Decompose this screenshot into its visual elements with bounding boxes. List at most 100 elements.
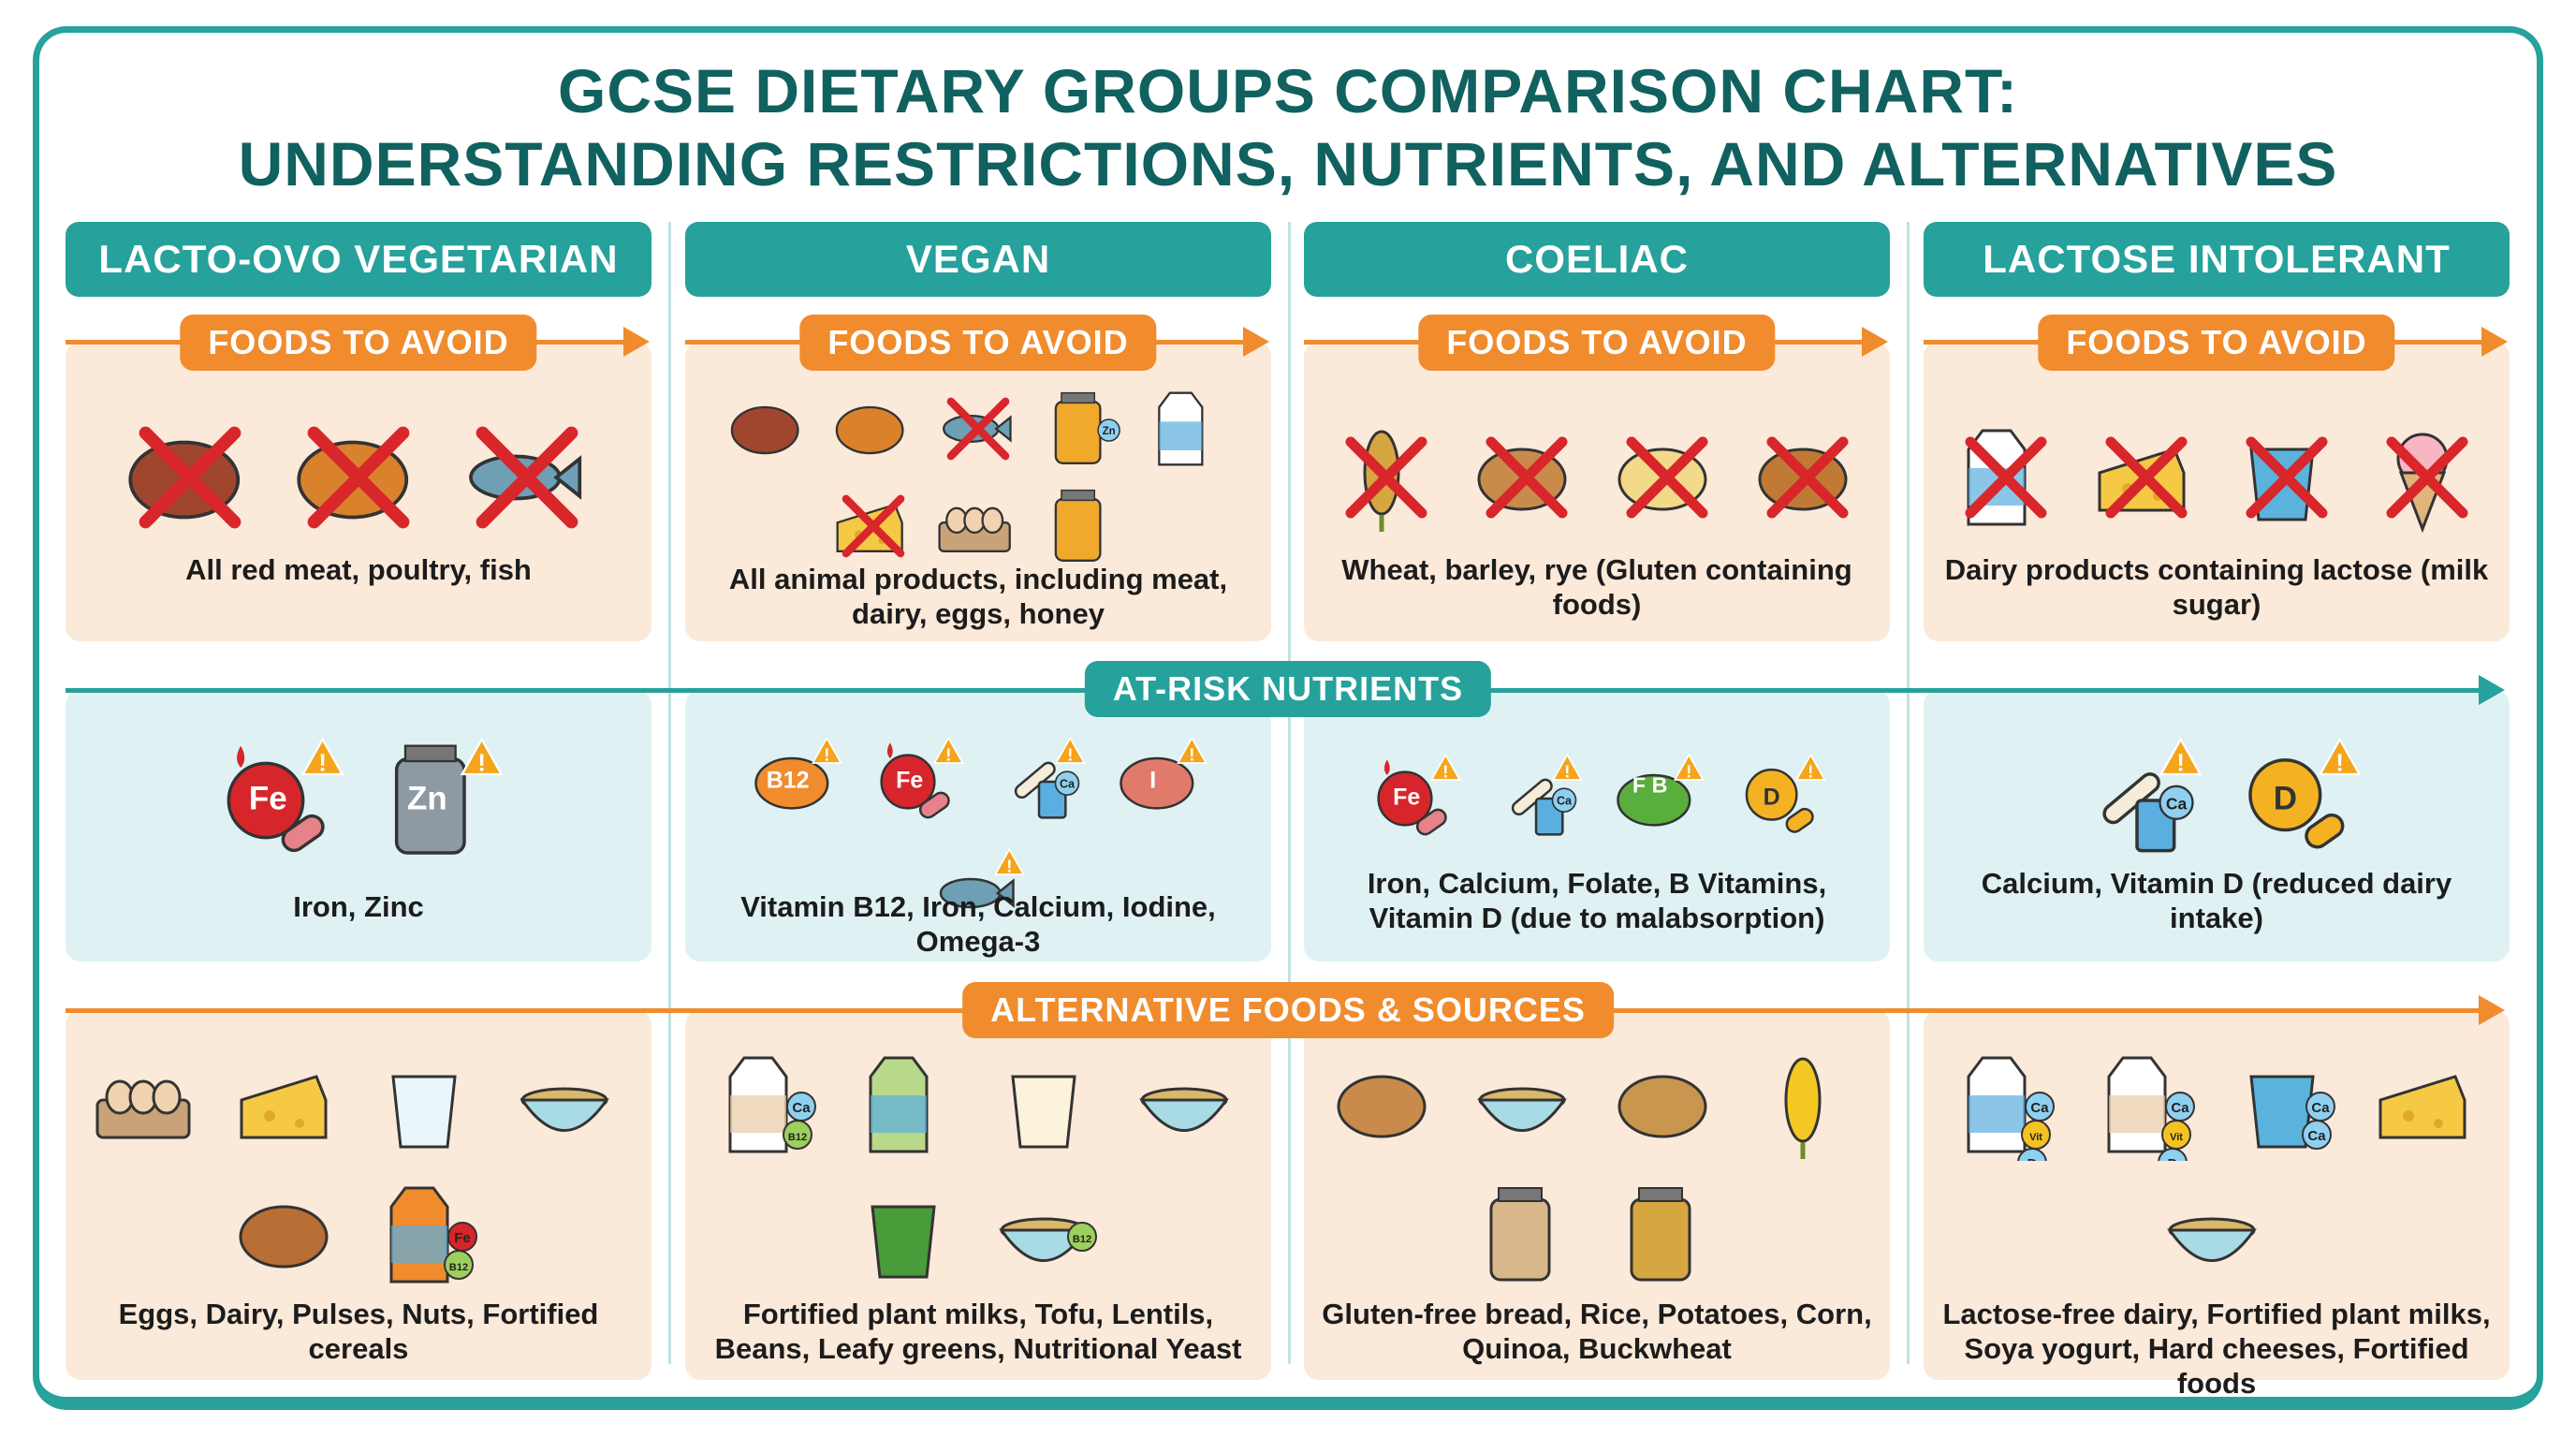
svg-text:Ca: Ca (792, 1100, 811, 1116)
milk-glass-icon (373, 1049, 485, 1166)
alternatives-description: Lactose-free dairy, Fortified plant milk… (1942, 1298, 2491, 1400)
oat-milk-icon: Ca Vit D (2090, 1049, 2203, 1178)
supplement-jar-icon: Zn (1040, 386, 1126, 477)
hard-cheese-icon (2371, 1049, 2483, 1166)
pasta-icon (1611, 421, 1723, 538)
svg-text:!: ! (318, 751, 327, 777)
soy-milk-icon (852, 1049, 964, 1166)
svg-text:Vit: Vit (2029, 1132, 2042, 1143)
alternatives-section-bg (66, 1010, 651, 1380)
alternatives-icons: Ca B12 B12 (695, 1049, 1262, 1292)
cheese-icon (830, 483, 916, 574)
arrow-head-icon (623, 327, 650, 357)
vitamin-d-sun-icon: D! (1733, 752, 1826, 850)
svg-text:!: ! (1442, 761, 1448, 781)
alternatives-description: Gluten-free bread, Rice, Potatoes, Corn,… (1322, 1298, 1872, 1365)
svg-text:!: ! (2335, 751, 2344, 777)
cereal-box-icon: Fe B12 (373, 1179, 485, 1296)
iron-icon: Fe! (871, 735, 964, 833)
avoid-icons (1933, 384, 2500, 576)
arrow-head-icon (1243, 327, 1269, 357)
bread-icon (1330, 1049, 1442, 1166)
steak-icon (120, 407, 260, 552)
tofu-icon (992, 1049, 1105, 1166)
pulses-bowl-icon (513, 1049, 625, 1166)
lentils-bowl-icon (1133, 1049, 1245, 1166)
svg-text:Ca: Ca (1557, 794, 1573, 807)
eggs-icon (92, 1049, 204, 1166)
nutrients-description: Iron, Zinc (293, 890, 424, 923)
column-divider (1288, 222, 1291, 1364)
honey-jar-icon (1040, 483, 1126, 574)
alternatives-icons (1313, 1049, 1881, 1292)
svg-text:D: D (2027, 1156, 2038, 1161)
nutrients-icons: B12! Fe! Ca! I!! (695, 735, 1262, 909)
title-line-2: UNDERSTANDING RESTRICTIONS, NUTRIENTS, A… (238, 129, 2338, 198)
nutrients-icons: Ca! D! (1933, 735, 2500, 866)
svg-text:!: ! (945, 745, 951, 765)
column-divider (668, 222, 671, 1364)
svg-text:!: ! (1808, 761, 1813, 781)
nutritional-yeast-icon: B12 (992, 1179, 1105, 1296)
yogurt-icon (2231, 421, 2343, 538)
svg-text:!: ! (824, 745, 829, 765)
svg-text:!: ! (1686, 761, 1691, 781)
potato-icon (1611, 1049, 1723, 1166)
iron-icon: Fe! (213, 735, 344, 871)
b12-syringe-icon: B12! (749, 735, 842, 833)
svg-text:B12: B12 (767, 768, 810, 794)
avoid-icons (75, 384, 642, 576)
svg-text:Ca: Ca (1060, 778, 1076, 791)
avoid-icons (1313, 384, 1881, 576)
quinoa-bag-icon (1471, 1179, 1583, 1296)
svg-text:F B: F B (1632, 772, 1668, 797)
nutrients-description: Vitamin B12, Iron, Calcium, Iodine, Omeg… (740, 890, 1216, 958)
omega-fish-icon: ! (931, 846, 1025, 945)
chicken-icon (830, 386, 916, 477)
calcium-bone-icon: Ca! (2071, 735, 2203, 871)
eggs-icon (935, 483, 1021, 574)
svg-text:Fe: Fe (454, 1230, 471, 1246)
column-header: LACTOSE INTOLERANT (1924, 222, 2510, 297)
buckwheat-bag-icon (1611, 1179, 1723, 1296)
nutrients-icons: Fe! Zn! (75, 735, 642, 866)
avoid-icons: Zn (695, 384, 1262, 576)
column-header: LACTO-OVO VEGETARIAN (66, 222, 651, 297)
svg-text:Zn: Zn (407, 780, 447, 816)
leafy-greens-icon (852, 1179, 964, 1296)
nuts-icon (232, 1179, 344, 1296)
svg-text:Vit: Vit (2170, 1132, 2183, 1143)
zinc-supplement-icon: Zn! (373, 735, 504, 871)
svg-text:!: ! (1006, 857, 1012, 876)
svg-text:D: D (2274, 780, 2297, 816)
svg-text:D: D (1764, 784, 1780, 810)
nutrients-description: Iron, Calcium, Folate, B Vitamins, Vitam… (1367, 867, 1827, 934)
foods-to-avoid-label: FOODS TO AVOID (799, 315, 1157, 371)
foods-to-avoid-label: FOODS TO AVOID (180, 315, 537, 371)
folate-b-icon: F B! (1611, 752, 1705, 850)
avoid-description: All red meat, poultry, fish (185, 553, 532, 586)
fish-icon (935, 386, 1021, 477)
nutrients-section-bg (66, 690, 651, 961)
calcium-bone-icon: Ca! (1489, 752, 1583, 850)
foods-to-avoid-label: FOODS TO AVOID (2038, 315, 2395, 371)
svg-text:Fe: Fe (1393, 784, 1420, 810)
svg-text:Ca: Ca (2307, 1128, 2326, 1144)
arrow-head-icon (2481, 327, 2508, 357)
page-title: GCSE DIETARY GROUPS COMPARISON CHART: UN… (0, 54, 2576, 200)
soya-yogurt-icon: Ca Ca (2231, 1049, 2343, 1166)
avoid-description: Wheat, barley, rye (Gluten containing fo… (1341, 553, 1852, 621)
svg-text:B12: B12 (449, 1262, 468, 1273)
foods-to-avoid-label: FOODS TO AVOID (1418, 315, 1776, 371)
nutrients-section-bg (685, 690, 1271, 961)
fortified-cereal-bowl-icon (2160, 1179, 2273, 1296)
svg-text:!: ! (1564, 761, 1570, 781)
nutrients-section-bg (1924, 690, 2510, 961)
svg-text:Ca: Ca (2171, 1100, 2189, 1116)
iron-icon: Fe! (1368, 752, 1461, 850)
arrow-head-icon (1862, 327, 1888, 357)
corn-icon (1751, 1049, 1864, 1166)
svg-text:!: ! (2176, 751, 2185, 777)
title-line-1: GCSE DIETARY GROUPS COMPARISON CHART: (558, 56, 2018, 125)
svg-text:Fe: Fe (249, 780, 287, 816)
